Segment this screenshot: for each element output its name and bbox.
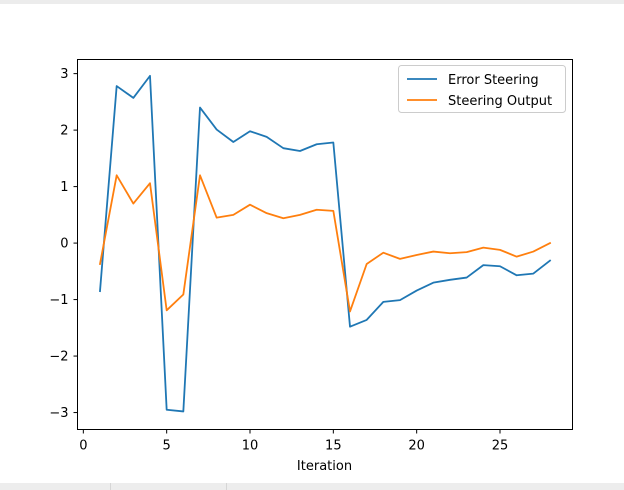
window-top-bar xyxy=(0,0,624,4)
y-tick-label: −1 xyxy=(49,293,68,308)
legend-box xyxy=(398,65,566,113)
x-tick-label: 5 xyxy=(163,439,171,454)
axes-frame xyxy=(77,59,573,430)
series-line-steering-output xyxy=(98,174,552,313)
y-tick-label: −2 xyxy=(49,350,68,365)
x-tick-label: 10 xyxy=(242,439,259,454)
axis-ticks: 0 5 10 15 20 25 −3 −2 −1 0 1 2 3 xyxy=(49,67,508,453)
series-lines xyxy=(98,74,552,413)
y-tick-label: 2 xyxy=(60,124,68,139)
x-tick-label: 15 xyxy=(325,439,342,454)
x-tick-label: 25 xyxy=(492,439,509,454)
legend: Error Steering Steering Output xyxy=(398,65,566,113)
x-tick-label: 20 xyxy=(408,439,425,454)
series-line-error-steering xyxy=(99,74,552,413)
y-tick-label: −3 xyxy=(49,406,68,421)
legend-label: Error Steering xyxy=(448,73,539,88)
legend-label: Steering Output xyxy=(448,94,552,109)
y-tick-label: 1 xyxy=(60,180,68,195)
window-bottom-bar xyxy=(0,483,624,490)
y-tick-label: 3 xyxy=(60,67,68,82)
x-axis-label: Iteration xyxy=(297,459,352,474)
y-tick-label: 0 xyxy=(60,237,68,252)
x-tick-label: 0 xyxy=(79,439,87,454)
